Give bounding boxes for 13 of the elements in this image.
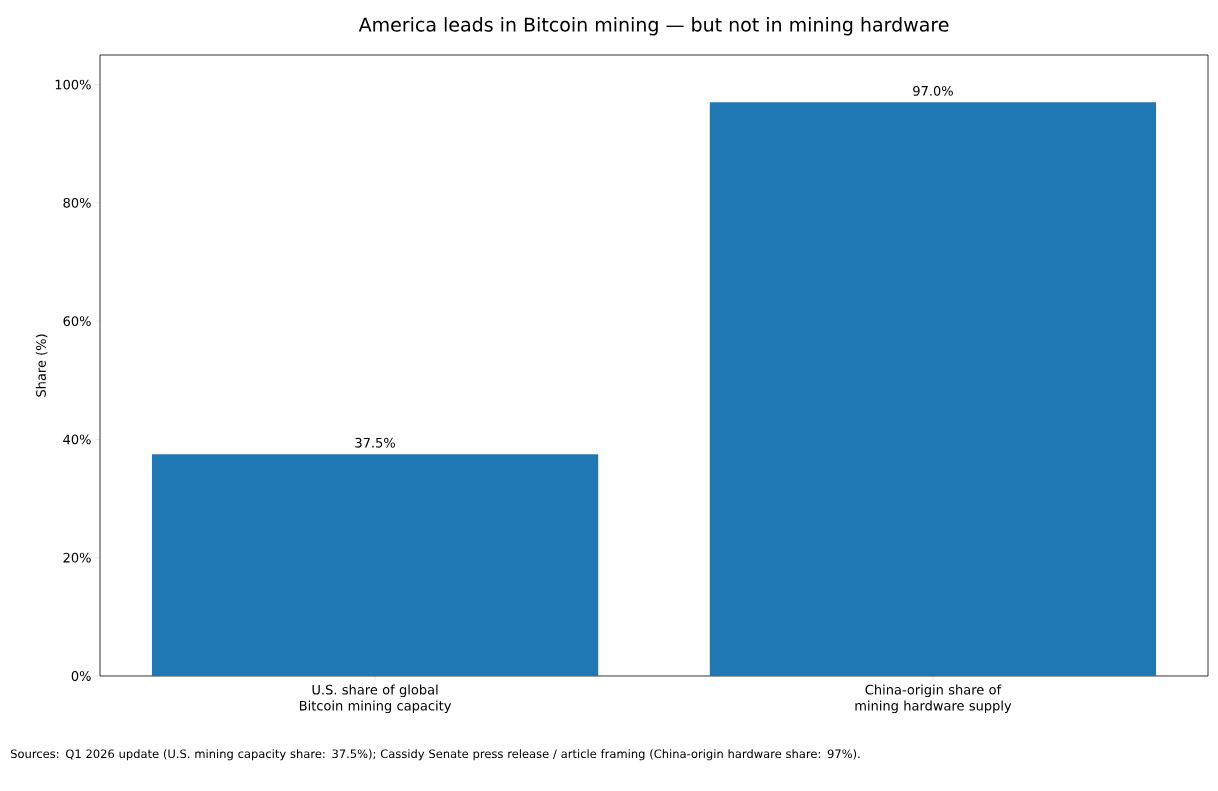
y-tick-label: 100%: [55, 79, 91, 90]
chart-title: America leads in Bitcoin mining — but not in mining hardware: [358, 17, 949, 36]
data-label: 97.0%: [913, 85, 953, 96]
x-tick-label: China-origin share of mining hardware supply: [855, 684, 1012, 714]
y-tick-label: 0%: [71, 671, 91, 681]
x-tick-label: U.S. share of global Bitcoin mining capacity: [299, 684, 452, 714]
y-tick-label: 60%: [63, 316, 91, 327]
y-tick-label: 80%: [63, 197, 91, 208]
y-axis-title: Share (%): [35, 334, 48, 397]
source-note: Sources: Q1 2026 update (U.S. mining capacity share: 37.5%); Cassidy Senate press release / article framing (China-origin hardware share: 97%).: [10, 749, 860, 761]
y-tick-label: 40%: [63, 434, 91, 445]
data-label: 37.5%: [355, 437, 395, 448]
y-tick-label: 20%: [63, 552, 91, 563]
